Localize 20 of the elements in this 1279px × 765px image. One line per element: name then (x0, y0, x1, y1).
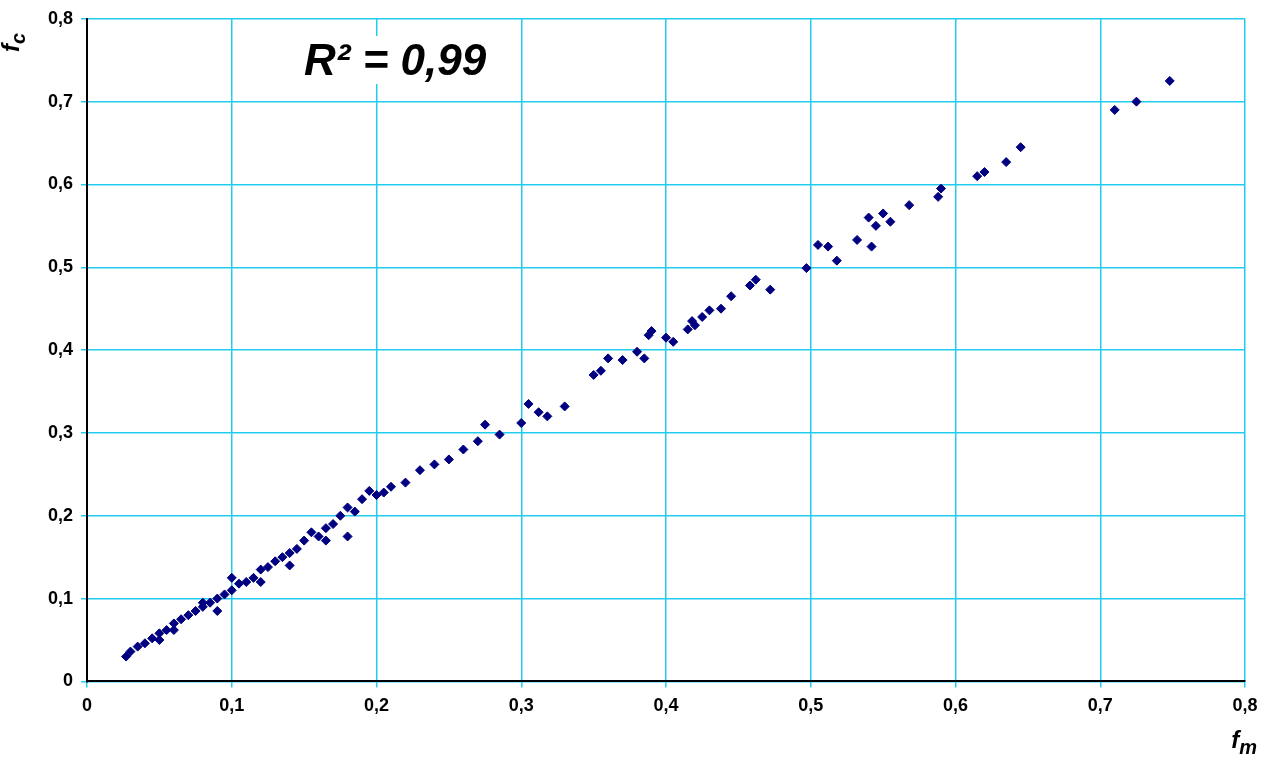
y-tick-label: 0,4 (47, 339, 74, 360)
y-tick-label: 0,8 (47, 7, 74, 28)
annotation: R² = 0,99 (300, 35, 491, 85)
y-tick-label: 0 (63, 670, 74, 691)
x-tick-label: 0,6 (942, 695, 969, 716)
x-tick-label: 0 (82, 695, 93, 716)
x-tick-label: 0,5 (798, 695, 824, 716)
x-tick-label: 0,8 (1232, 695, 1258, 716)
x-axis-title: f$_{m}$ (1231, 726, 1257, 759)
x-tick-label: 0,1 (219, 695, 245, 716)
y-tick-label: 0,6 (47, 173, 74, 194)
x-tick-label: 0,2 (364, 695, 390, 716)
x-tick-label: 0,4 (653, 695, 679, 716)
x-tick-label: 0,3 (508, 695, 534, 716)
y-tick-label: 0,3 (47, 421, 74, 442)
y-tick-label: 0,2 (47, 504, 74, 525)
y-tick-label: 0,7 (47, 90, 74, 111)
y-tick-label: 0,1 (47, 587, 74, 608)
y-tick-label: 0,5 (47, 256, 74, 277)
x-tick-label: 0,7 (1087, 695, 1113, 716)
